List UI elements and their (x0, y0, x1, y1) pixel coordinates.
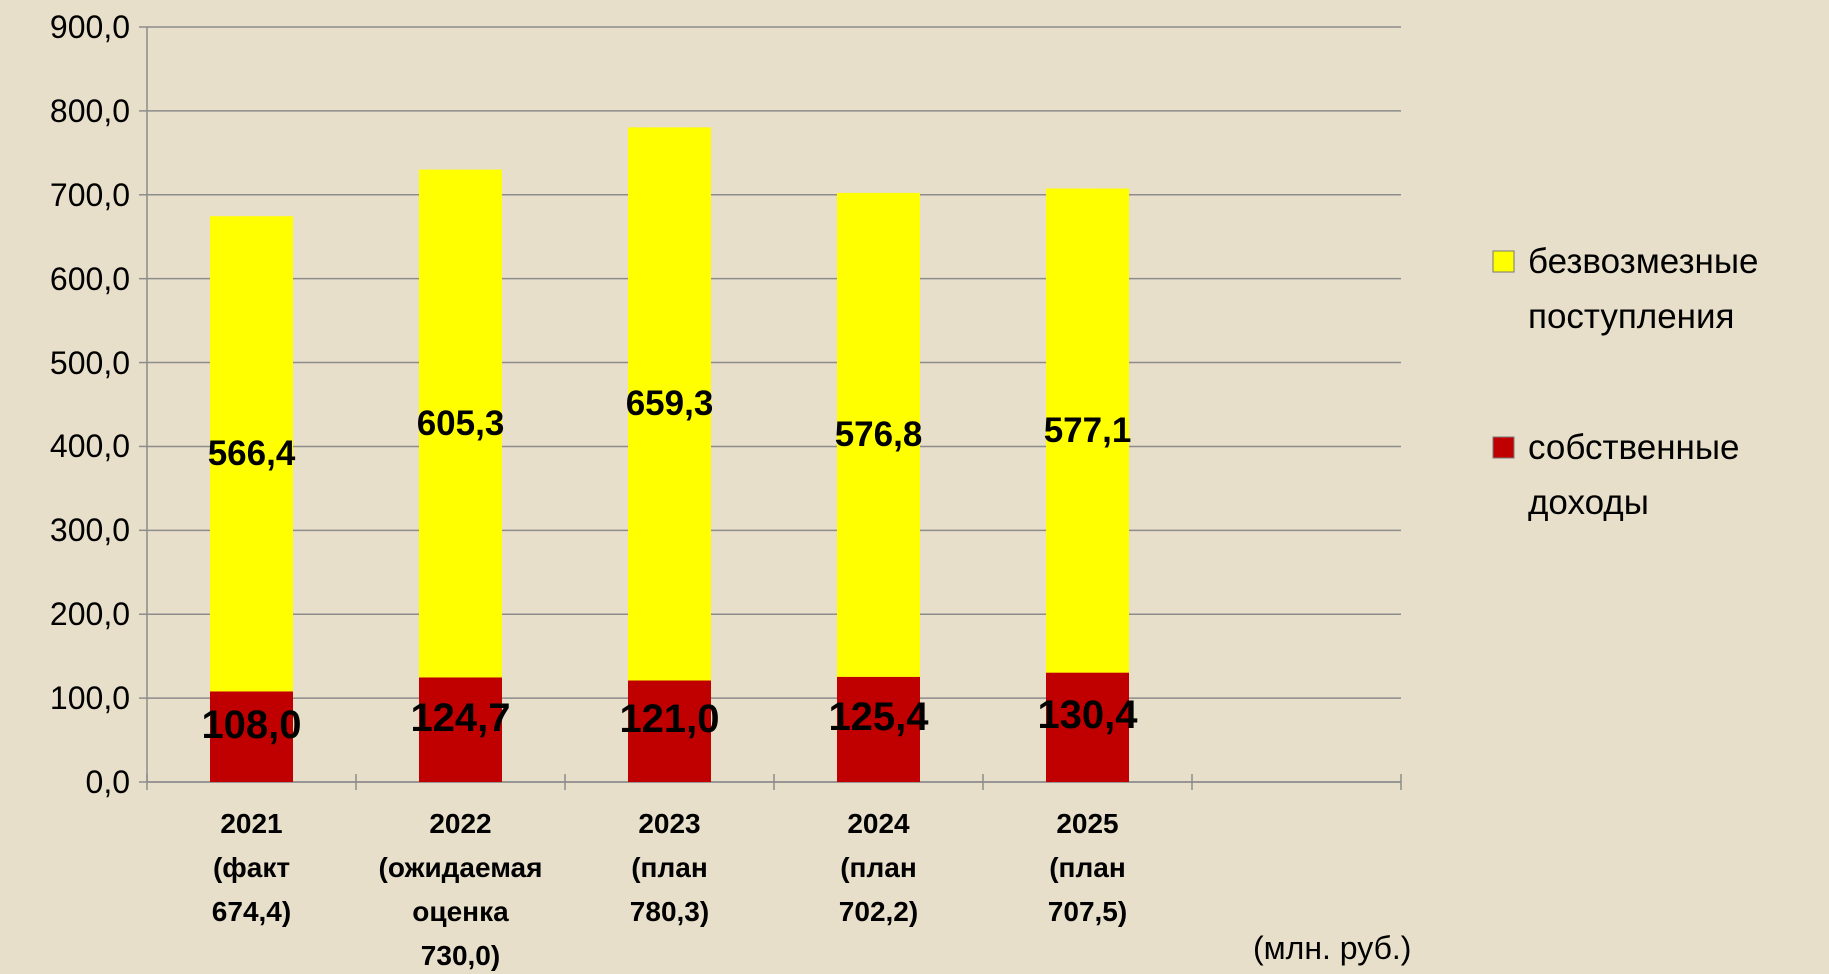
data-label: 108,0 (201, 702, 302, 747)
y-tick-label: 800,0 (49, 92, 130, 129)
data-label: 577,1 (1043, 411, 1132, 451)
data-label: 605,3 (416, 404, 505, 443)
unit-note: (млн. руб.) (1253, 930, 1412, 966)
y-tick-label: 700,0 (49, 176, 130, 213)
x-tick-label: 2022 (ожидаемая оценка 730,0) (378, 808, 543, 971)
bar-shade (210, 216, 293, 692)
x-tick-label: 2024 (план 702,2) (838, 808, 919, 927)
legend-swatch (1492, 436, 1515, 459)
bar-shade (628, 680, 711, 782)
data-label: 659,3 (625, 384, 714, 424)
bar-shade (1046, 672, 1129, 782)
bar-shade (210, 691, 293, 782)
bar-shade (1046, 188, 1129, 673)
y-tick-label: 600,0 (49, 260, 130, 297)
legend-swatch (1492, 250, 1515, 273)
bar-shade (628, 127, 711, 681)
y-tick-label: 500,0 (49, 344, 130, 381)
y-tick-label: 300,0 (49, 512, 130, 549)
data-label: 576,8 (834, 415, 923, 455)
data-label: 124,7 (410, 695, 511, 740)
bar-shade (837, 192, 920, 677)
x-tick-label: 2021 (факт 674,4) (211, 808, 292, 927)
x-tick-label: 2025 (план 707,5) (1047, 808, 1128, 927)
y-tick-label: 100,0 (49, 680, 130, 717)
legend-label: собственные доходы (1528, 428, 1740, 522)
bar-shade (419, 677, 502, 782)
bar-shade (837, 676, 920, 782)
data-label: 125,4 (828, 695, 929, 740)
y-tick-label: 0,0 (85, 764, 130, 800)
y-tick-label: 200,0 (49, 596, 130, 633)
data-label: 121,0 (619, 697, 720, 742)
data-label: 130,4 (1037, 693, 1138, 738)
y-tick-label: 400,0 (49, 428, 130, 465)
data-label: 566,4 (207, 434, 296, 474)
y-tick-label: 900,0 (49, 9, 130, 45)
bar-shade (419, 169, 502, 678)
x-tick-label: 2023 (план 780,3) (629, 808, 710, 927)
legend-label: безвозмезные поступления (1528, 242, 1759, 336)
